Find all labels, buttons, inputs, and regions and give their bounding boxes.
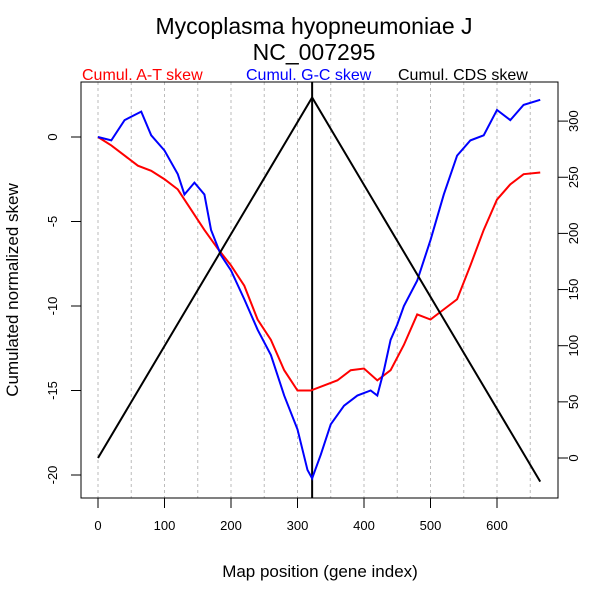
y-tick-label: -15	[45, 381, 60, 400]
series-cumul-cds-skew	[97, 95, 542, 483]
y-tick-label: -20	[45, 466, 60, 485]
series-cumul-g-c-skew	[97, 98, 541, 481]
x-tick-label: 0	[94, 518, 101, 533]
y-tick-label: 0	[45, 133, 60, 140]
y2-tick-label: 50	[566, 395, 581, 409]
y-tick-label: -10	[45, 297, 60, 316]
y2-tick-label: 0	[566, 454, 581, 461]
y-axis-label: Cumulated normalized skew	[3, 183, 22, 397]
series-cumul-a-t-skew	[97, 136, 541, 392]
y2-tick-label: 200	[566, 223, 581, 245]
x-tick-label: 100	[154, 518, 176, 533]
x-tick-label: 200	[220, 518, 242, 533]
legend-gc: Cumul. G-C skew	[246, 67, 372, 84]
legend-at: Cumul. A-T skew	[82, 67, 203, 84]
y2-tick-label: 100	[566, 335, 581, 357]
legend-cds: Cumul. CDS skew	[398, 67, 528, 84]
y2-tick-label: 300	[566, 110, 581, 132]
x-tick-label: 600	[486, 518, 508, 533]
x-tick-label: 400	[353, 518, 375, 533]
x-tick-label: 500	[420, 518, 442, 533]
chart-subtitle: NC_007295	[253, 39, 376, 65]
plot-frame	[80, 81, 559, 499]
x-axis-label: Map position (gene index)	[222, 562, 418, 581]
y-tick-label: -5	[45, 216, 60, 228]
chart-title: Mycoplasma hyopneumoniae J	[155, 13, 472, 39]
y2-tick-label: 150	[566, 279, 581, 301]
x-tick-label: 300	[287, 518, 309, 533]
y2-tick-label: 250	[566, 166, 581, 188]
